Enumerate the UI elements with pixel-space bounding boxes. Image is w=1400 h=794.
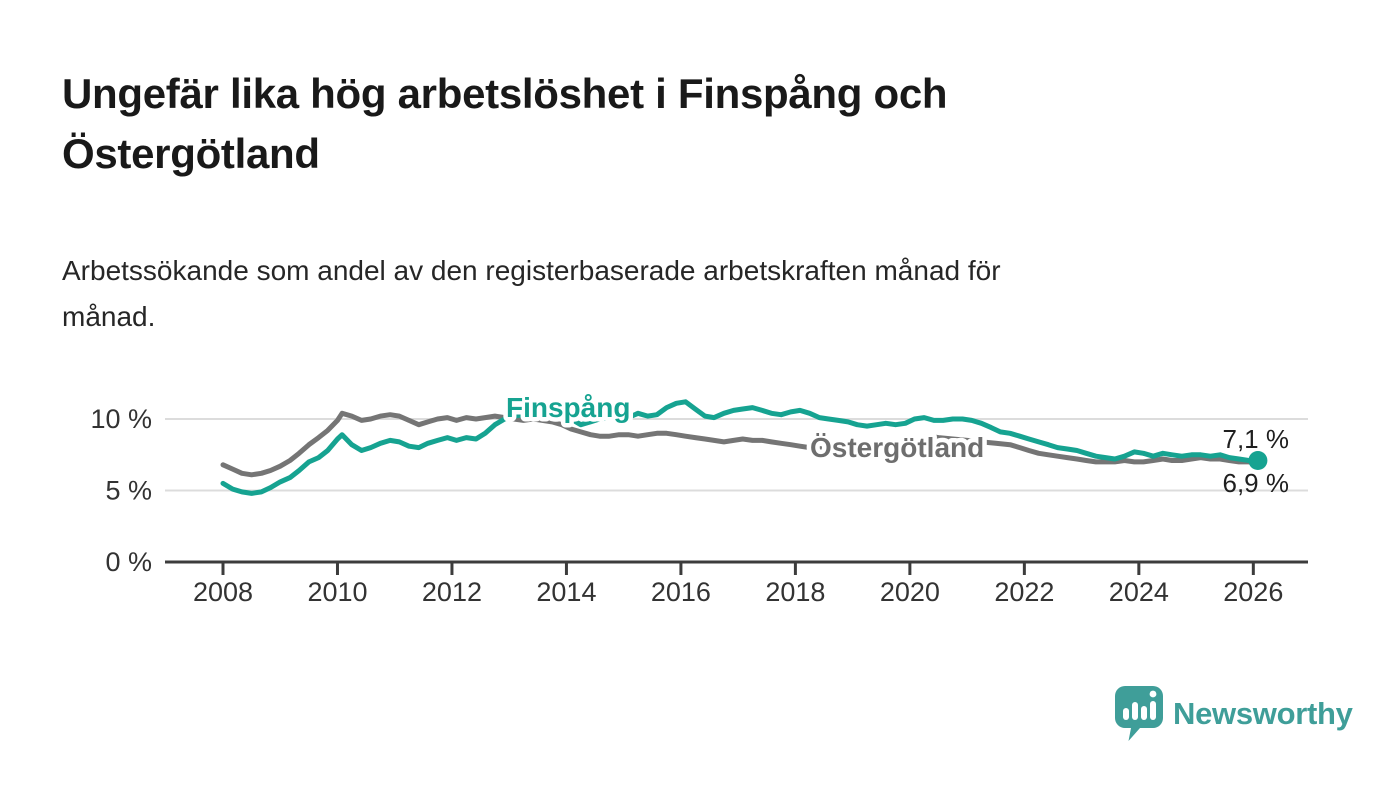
end-value-label-finspang: 7,1 % bbox=[1223, 424, 1290, 454]
x-tick-label-2010: 2010 bbox=[307, 577, 367, 607]
line-ostergotland bbox=[220, 410, 1261, 478]
page-title: Ungefär lika hög arbetslöshet i Finspång… bbox=[62, 64, 1182, 184]
y-tick-label-0: 0 % bbox=[105, 547, 152, 577]
y-tick-label-5: 5 % bbox=[105, 476, 152, 506]
x-tick-label-2016: 2016 bbox=[651, 577, 711, 607]
y-tick-label-10: 10 % bbox=[90, 404, 152, 434]
page-title-line-2: Östergötland bbox=[62, 130, 320, 177]
chart-axes: 0 % 5 % 10 % 2008 2010 2012 2014 2016 2018 2020 20… bbox=[90, 404, 1308, 607]
page-title-line-1: Ungefär lika hög arbetslöshet i Finspång… bbox=[62, 70, 948, 117]
page-subtitle-line-2: månad. bbox=[62, 301, 156, 332]
series-label-ostergotland: Östergötland bbox=[810, 432, 984, 463]
newsworthy-speech-bubble-chart-icon bbox=[1115, 686, 1163, 741]
x-tick-label-2024: 2024 bbox=[1109, 577, 1169, 607]
x-tick-label-2014: 2014 bbox=[536, 577, 596, 607]
x-tick-label-2008: 2008 bbox=[193, 577, 253, 607]
x-tick-label-2022: 2022 bbox=[994, 577, 1054, 607]
end-value-label-ostergotland: 6,9 % bbox=[1223, 468, 1290, 498]
newsworthy-logo-text: Newsworthy bbox=[1173, 696, 1353, 731]
end-dot-finspang bbox=[1248, 450, 1268, 470]
x-tick-label-2018: 2018 bbox=[765, 577, 825, 607]
newsworthy-logo: Newsworthy bbox=[1115, 686, 1353, 742]
series-label-finspang: Finspång bbox=[506, 392, 630, 423]
page-subtitle-line-1: Arbetssökande som andel av den registerb… bbox=[62, 255, 1001, 286]
page-subtitle: Arbetssökande som andel av den registerb… bbox=[62, 248, 1282, 340]
x-tick-label-2020: 2020 bbox=[880, 577, 940, 607]
chart-series-lines bbox=[220, 399, 1268, 496]
x-tick-label-2026: 2026 bbox=[1223, 577, 1283, 607]
line-finspang bbox=[220, 399, 1261, 496]
x-tick-label-2012: 2012 bbox=[422, 577, 482, 607]
